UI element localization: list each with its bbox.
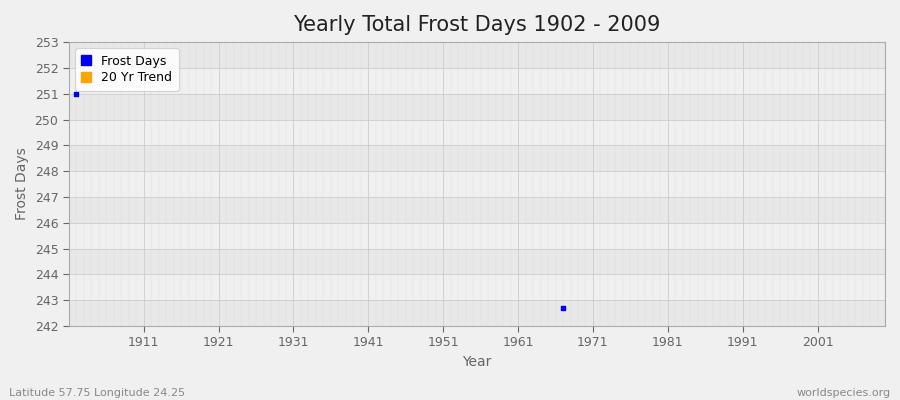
Frost Days — [556, 305, 571, 311]
Title: Yearly Total Frost Days 1902 - 2009: Yearly Total Frost Days 1902 - 2009 — [293, 15, 661, 35]
Y-axis label: Frost Days: Frost Days — [15, 148, 29, 220]
Bar — [68, 94, 885, 120]
Bar — [68, 171, 885, 197]
Bar — [68, 274, 885, 300]
Bar — [68, 145, 885, 171]
Frost Days — [69, 90, 84, 97]
Bar — [68, 223, 885, 248]
Text: Latitude 57.75 Longitude 24.25: Latitude 57.75 Longitude 24.25 — [9, 388, 185, 398]
Bar — [68, 120, 885, 145]
Legend: Frost Days, 20 Yr Trend: Frost Days, 20 Yr Trend — [75, 48, 178, 91]
Bar — [68, 248, 885, 274]
Bar — [68, 42, 885, 68]
Bar — [68, 300, 885, 326]
Bar — [68, 68, 885, 94]
X-axis label: Year: Year — [463, 355, 491, 369]
Text: worldspecies.org: worldspecies.org — [796, 388, 891, 398]
Bar — [68, 197, 885, 223]
